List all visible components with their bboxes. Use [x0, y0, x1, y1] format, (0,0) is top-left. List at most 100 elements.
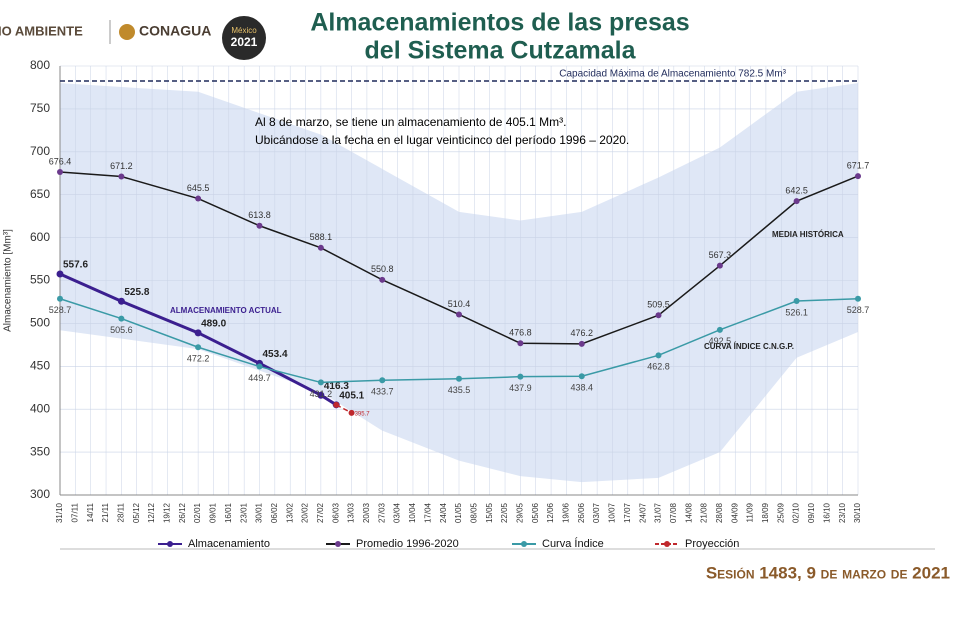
data-point: [517, 340, 524, 347]
x-tick-label: 27/03: [377, 502, 386, 523]
x-tick-label: 26/06: [577, 502, 586, 523]
logo-conagua-icon: [119, 24, 135, 40]
x-tick-label: 11/09: [746, 502, 755, 522]
x-tick-label: 01/05: [454, 502, 463, 523]
data-label: 526.1: [785, 307, 808, 317]
data-label: 671.2: [110, 161, 133, 171]
x-tick-label: 24/04: [439, 502, 448, 523]
data-point: [517, 373, 524, 380]
annotation: CURVA ÍNDICE C.N.G.P.: [704, 342, 794, 351]
x-tick-label: 06/03: [331, 502, 340, 523]
x-tick-label: 20/03: [362, 502, 371, 523]
y-tick-label: 550: [30, 273, 50, 287]
logo-mexico-badge: [222, 16, 266, 60]
x-tick-label: 24/07: [638, 502, 647, 523]
data-label: 525.8: [124, 287, 149, 298]
data-point: [56, 270, 64, 278]
data-point: [348, 409, 355, 416]
data-point: [793, 198, 800, 205]
x-tick-label: 06/02: [270, 502, 279, 523]
y-tick-label: 700: [30, 144, 50, 158]
y-tick-label: 800: [30, 58, 50, 72]
data-label: 472.2: [187, 354, 210, 364]
x-tick-label: 12/12: [147, 502, 156, 523]
data-label: 431.2: [310, 389, 333, 399]
data-point: [195, 195, 202, 202]
data-label: 453.4: [263, 349, 288, 360]
data-point: [317, 379, 324, 386]
x-tick-label: 14/11: [86, 502, 95, 522]
x-tick-label: 07/11: [70, 502, 79, 522]
x-tick-label: 21/08: [700, 502, 709, 523]
x-tick-label: 23/01: [239, 502, 248, 523]
data-label: 462.8: [647, 362, 670, 372]
x-tick-label: 31/10: [55, 502, 64, 523]
logo-conagua: CONAGUA: [139, 23, 211, 39]
capacity-label: Capacidad Máxima de Almacenamiento 782.5…: [559, 69, 786, 80]
data-label: 433.7: [371, 387, 394, 397]
x-tick-label: 08/05: [469, 502, 478, 523]
data-point: [57, 169, 63, 176]
x-tick-label: 15/05: [485, 502, 494, 523]
x-tick-label: 19/06: [562, 502, 571, 523]
data-label: 438.4: [571, 383, 594, 393]
data-point: [118, 315, 125, 322]
data-label: 437.9: [509, 383, 532, 393]
x-tick-label: 26/12: [178, 502, 187, 523]
data-label: 449.7: [248, 373, 271, 383]
legend-label: Proyección: [685, 538, 739, 550]
data-point: [855, 295, 861, 302]
y-tick-label: 650: [30, 187, 50, 201]
data-label: 509.5: [647, 300, 670, 310]
data-label: 489.0: [201, 318, 226, 329]
logo-year: 2021: [231, 35, 258, 49]
data-point: [256, 222, 263, 229]
data-point: [117, 297, 125, 305]
x-tick-label: 14/08: [684, 502, 693, 523]
data-label: 510.4: [448, 299, 471, 309]
x-tick-label: 16/10: [822, 502, 831, 523]
x-tick-label: 21/11: [101, 502, 110, 522]
annotation: Ubicándose a la fecha en el lugar veinti…: [255, 133, 629, 147]
x-tick-label: 30/10: [853, 502, 862, 523]
annotation: MEDIA HISTÓRICA: [772, 230, 844, 239]
data-point: [195, 344, 202, 351]
legend-marker: [335, 541, 341, 547]
data-label: 645.5: [187, 183, 210, 193]
chart-title: Almacenamientos de las presas: [310, 9, 689, 37]
data-label: 557.6: [63, 260, 88, 271]
data-point: [716, 326, 723, 333]
data-point: [855, 173, 861, 180]
plot: 300 350 400 450 500 550 600 650 700 750 800 31/10 07…: [3, 58, 870, 523]
legend-marker: [167, 541, 173, 547]
data-label: 395.7: [355, 411, 371, 417]
legend-label: Almacenamiento: [188, 538, 270, 550]
data-point: [379, 377, 386, 384]
x-tick-label: 23/10: [838, 502, 847, 523]
x-tick-label: 22/05: [500, 502, 509, 523]
data-label: 476.2: [571, 328, 594, 338]
x-tick-label: 20/02: [301, 502, 310, 523]
data-label: 476.8: [509, 328, 532, 338]
logo-mexico: México: [231, 26, 257, 35]
data-point: [256, 363, 263, 370]
data-point: [578, 340, 585, 347]
legend-label: Curva Índice: [542, 537, 604, 550]
x-tick-label: 16/01: [224, 502, 233, 523]
data-label: 588.1: [310, 232, 333, 242]
data-label: 416.3: [324, 381, 349, 392]
data-label: 671.7: [847, 160, 870, 170]
x-tick-label: 30/01: [255, 502, 264, 523]
x-tick-label: 03/07: [592, 502, 601, 523]
data-point: [456, 375, 462, 382]
x-tick-label: 28/08: [715, 502, 724, 523]
data-label: 642.5: [785, 186, 808, 196]
data-point: [194, 329, 202, 337]
data-label: 550.8: [371, 264, 394, 274]
legend-marker: [664, 541, 670, 547]
data-label: 505.6: [110, 325, 133, 335]
x-tick-label: 17/04: [423, 502, 432, 523]
annotation: Al 8 de marzo, se tiene un almacenamient…: [255, 115, 567, 129]
data-label: 405.1: [339, 390, 364, 401]
x-tick-label: 07/08: [669, 502, 678, 523]
